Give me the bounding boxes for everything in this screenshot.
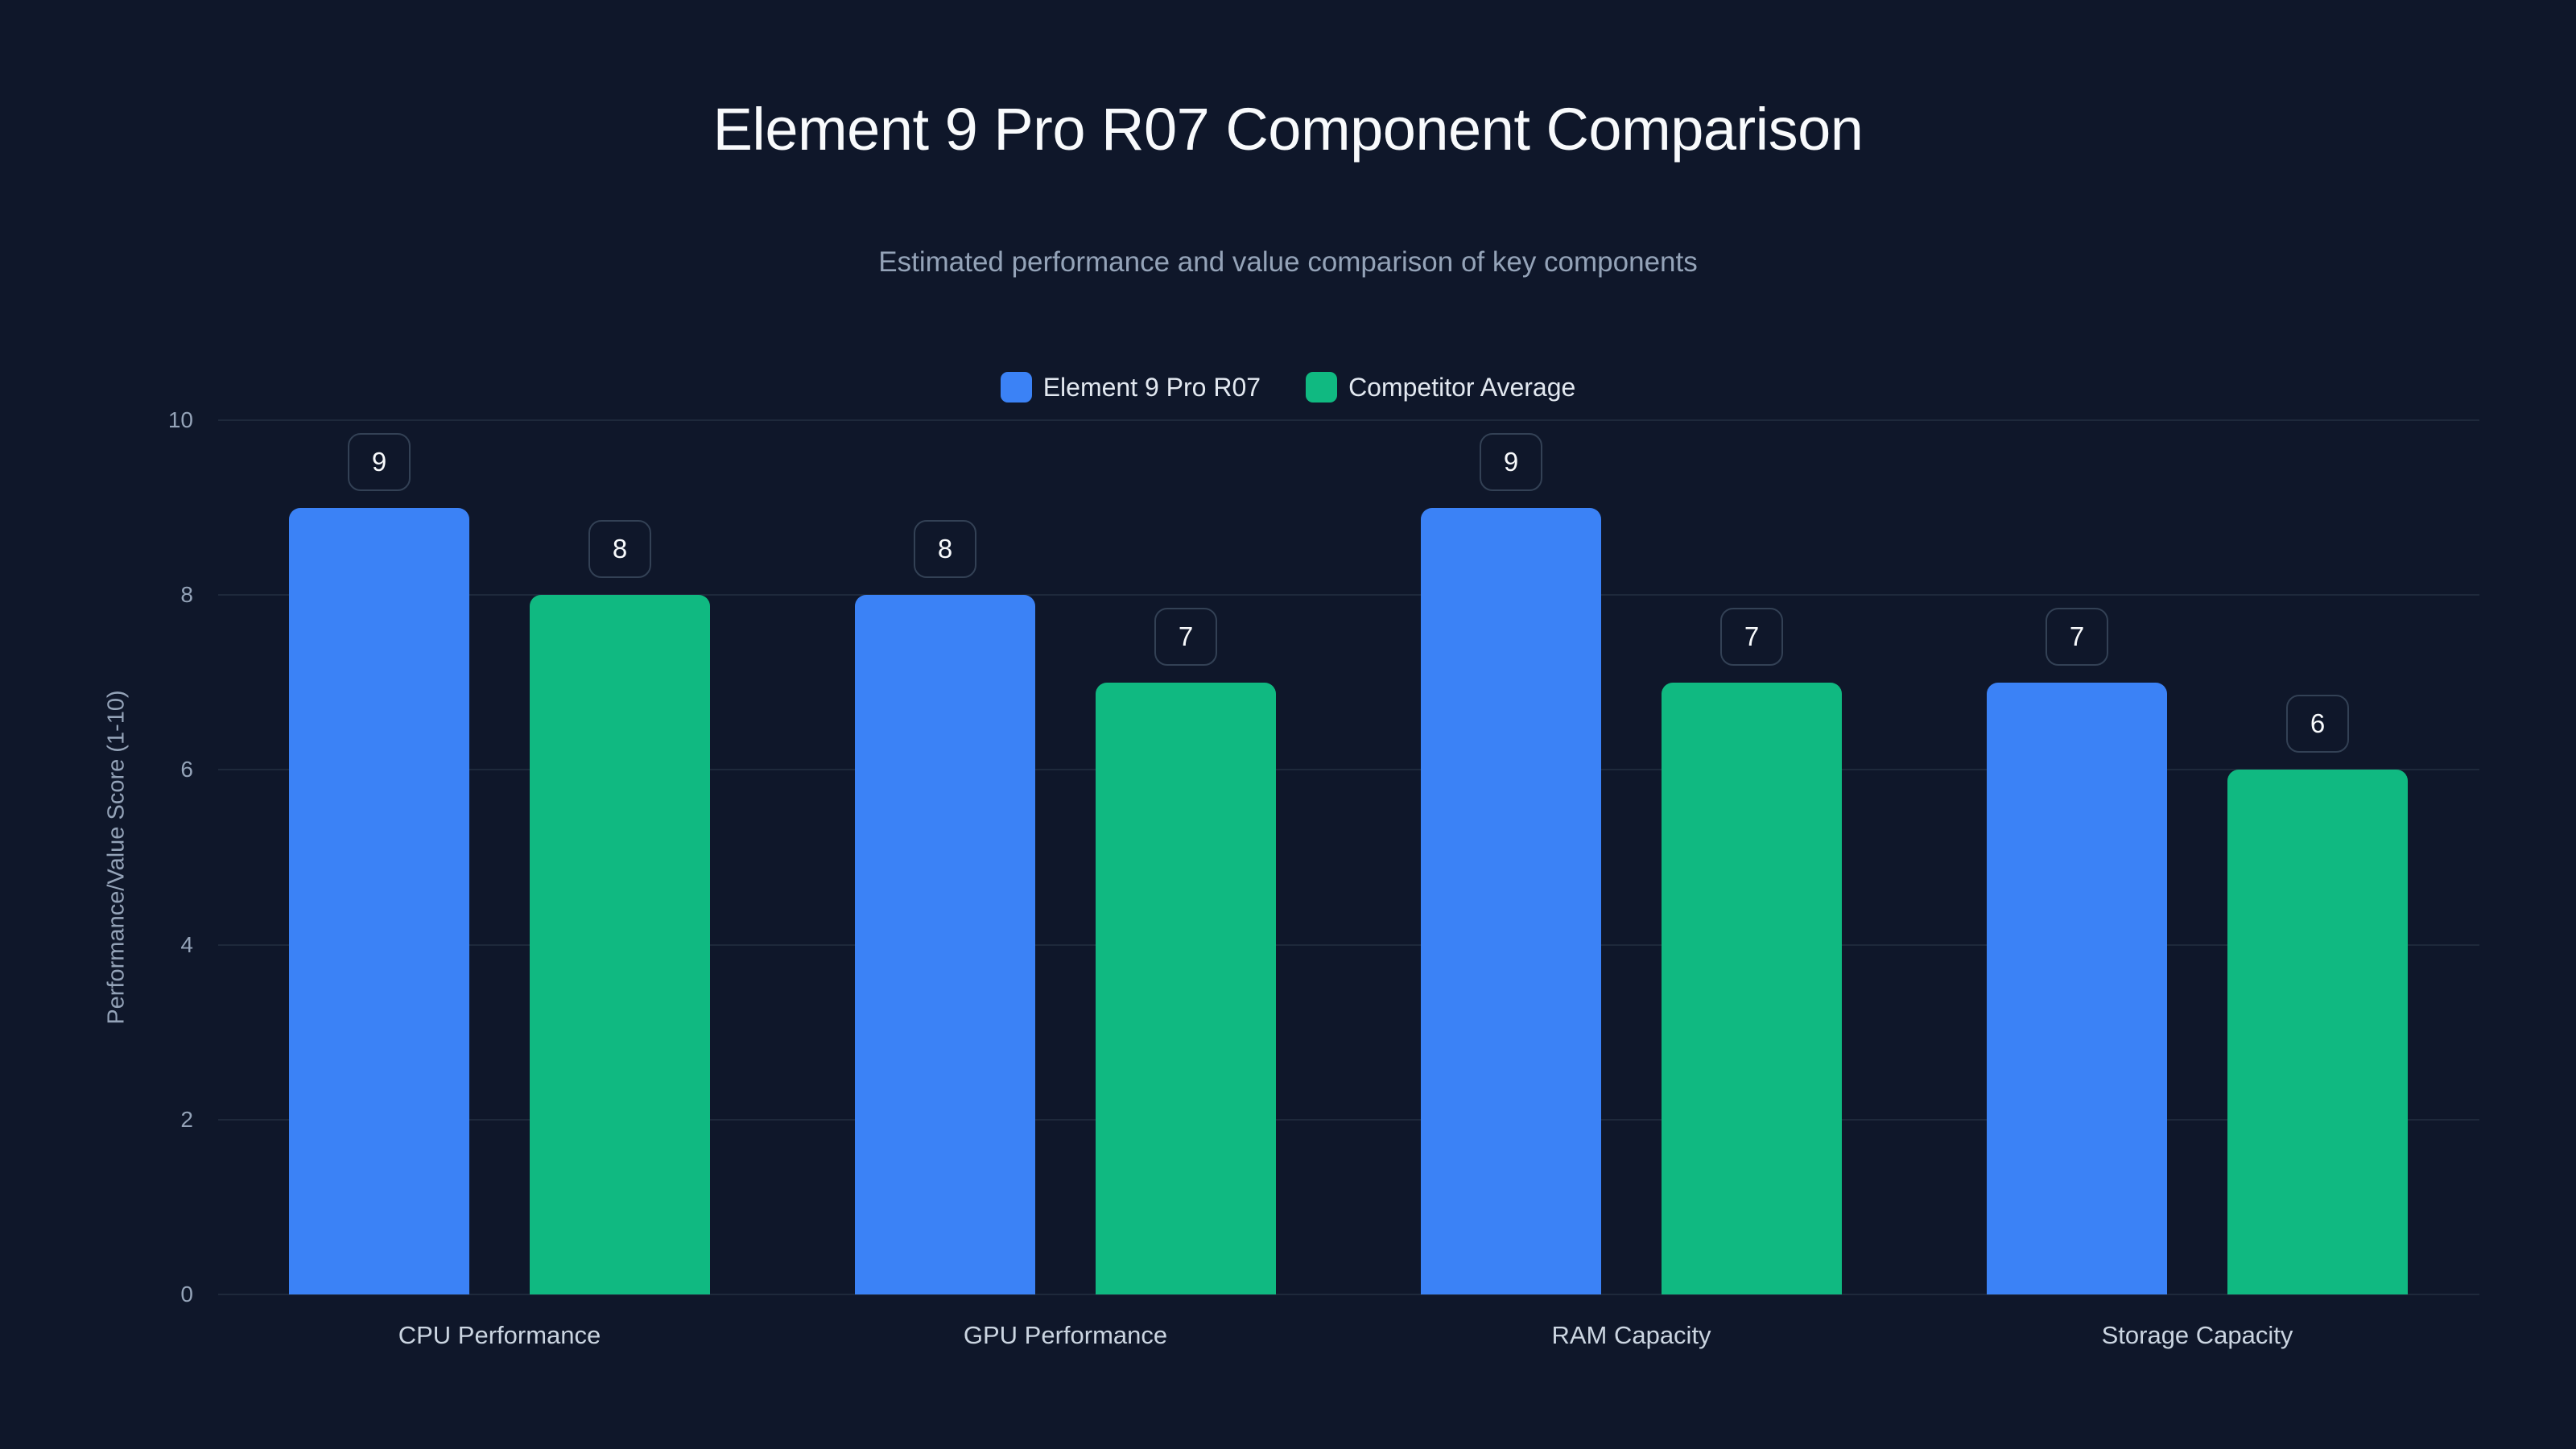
y-axis-title: Performance/Value Score (1-10) — [103, 690, 130, 1025]
bar-element9[interactable] — [289, 507, 469, 1294]
bar-competitor[interactable] — [530, 595, 710, 1294]
x-category-label: GPU Performance — [963, 1321, 1168, 1349]
legend-swatch-blue-icon — [1000, 372, 1032, 402]
bar-element9[interactable] — [855, 595, 1035, 1294]
y-tick-label: 0 — [180, 1282, 193, 1307]
bar-competitor[interactable] — [2227, 770, 2408, 1294]
gridline — [218, 419, 2479, 421]
value-label: 7 — [1720, 607, 1783, 666]
y-tick-label: 6 — [180, 757, 193, 782]
legend-label: Element 9 Pro R07 — [1042, 372, 1261, 402]
y-tick-label: 2 — [180, 1106, 193, 1132]
legend: Element 9 Pro R07 Competitor Average — [0, 372, 2576, 402]
legend-label: Competitor Average — [1348, 372, 1576, 402]
chart-subtitle: Estimated performance and value comparis… — [878, 246, 1698, 278]
x-category-label: Storage Capacity — [2101, 1321, 2293, 1349]
value-label: 6 — [2286, 695, 2349, 753]
plot-area: 9 8 8 7 9 7 7 6 — [218, 419, 2479, 1295]
legend-item-element9[interactable]: Element 9 Pro R07 — [1000, 372, 1261, 402]
bar-element9[interactable] — [1421, 507, 1601, 1294]
gridline — [218, 1118, 2479, 1121]
legend-item-competitor[interactable]: Competitor Average — [1306, 372, 1575, 402]
legend-swatch-green-icon — [1306, 372, 1338, 402]
gridline — [218, 1294, 2479, 1295]
gridline — [218, 943, 2479, 946]
value-label: 9 — [348, 432, 411, 491]
gridline — [218, 594, 2479, 597]
x-category-label: CPU Performance — [398, 1321, 601, 1349]
value-label: 8 — [914, 520, 976, 579]
value-label: 7 — [2046, 607, 2108, 666]
value-label: 7 — [1154, 607, 1217, 666]
bar-competitor[interactable] — [1096, 682, 1276, 1294]
value-label: 8 — [588, 520, 651, 579]
x-category-label: RAM Capacity — [1551, 1321, 1711, 1349]
chart-title: Element 9 Pro R07 Component Comparison — [712, 96, 1864, 163]
gridline — [218, 769, 2479, 771]
y-tick-label: 10 — [167, 407, 193, 432]
bar-competitor[interactable] — [1662, 682, 1842, 1294]
value-label: 9 — [1480, 432, 1542, 491]
y-tick-label: 4 — [180, 931, 193, 957]
y-tick-label: 8 — [180, 582, 193, 608]
bar-element9[interactable] — [1987, 682, 2167, 1294]
